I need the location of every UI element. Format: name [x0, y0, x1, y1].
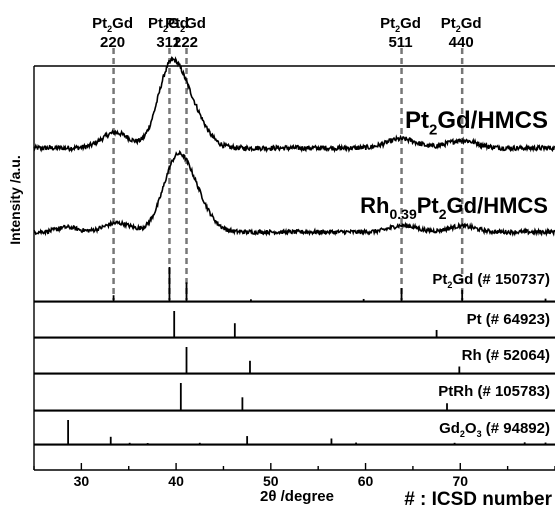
- reference-line-hkl-440: 440: [449, 34, 474, 51]
- reference-line-formula-511: Pt2​Gd: [380, 15, 421, 34]
- x-axis-label: 2θ /degree: [260, 488, 334, 505]
- reference-line-hkl-222: 222: [173, 34, 198, 51]
- reference-label-1: Pt2​Gd (# 150737): [432, 271, 550, 290]
- reference-label-3: Rh (# 52064): [462, 347, 550, 364]
- x-tick-label-50: 50: [263, 473, 279, 489]
- y-axis-label: Intensity /a.u.: [7, 155, 23, 244]
- x-tick-label-60: 60: [358, 473, 374, 489]
- reference-line-formula-440: Pt2​Gd: [441, 15, 482, 34]
- experimental-patterns: Pt2​Gd/HMCS Rh0.39​Pt2​Gd/HMCS: [33, 55, 555, 237]
- reference-line-formula-222: Pt2​Gd: [165, 15, 206, 34]
- reference-label-4: PtRh (# 105783): [438, 383, 550, 400]
- plot-frame: [33, 65, 555, 471]
- reference-label-5: Gd2​O3​ (# 94892): [439, 420, 550, 439]
- experimental-curve-2: [33, 149, 555, 237]
- reference-line-formula-311: Pt2​Gd: [148, 15, 189, 34]
- experimental-curve-1: [33, 55, 555, 154]
- experimental-label-2: Rh0.39​Pt2​Gd/HMCS: [360, 193, 548, 222]
- reference-patterns: Pt2​Gd (# 150737) Pt (# 64923) Rh (# 52064…: [34, 267, 555, 445]
- x-tick-label-30: 30: [74, 473, 90, 489]
- reference-label-2: Pt (# 64923): [467, 311, 550, 328]
- x-tick-label-70: 70: [452, 473, 468, 489]
- reference-line-formula-220: Pt2​Gd: [92, 15, 133, 34]
- reference-line-hkl-511: 511: [388, 34, 412, 51]
- reference-dashed-lines: [112, 48, 464, 300]
- experimental-label-1: Pt2​Gd/HMCS: [405, 107, 548, 139]
- x-tick-label-40: 40: [168, 473, 184, 489]
- reference-line-hkl-311: 311: [156, 34, 180, 51]
- x-axis: 30 40 50 60 70: [33, 463, 555, 489]
- icsd-note: # : ICSD number: [404, 489, 552, 510]
- reference-line-labels: Pt2​Gd220Pt2​Gd311Pt2​Gd222Pt2​Gd511Pt2​…: [92, 15, 481, 51]
- reference-line-hkl-220: 220: [100, 34, 125, 51]
